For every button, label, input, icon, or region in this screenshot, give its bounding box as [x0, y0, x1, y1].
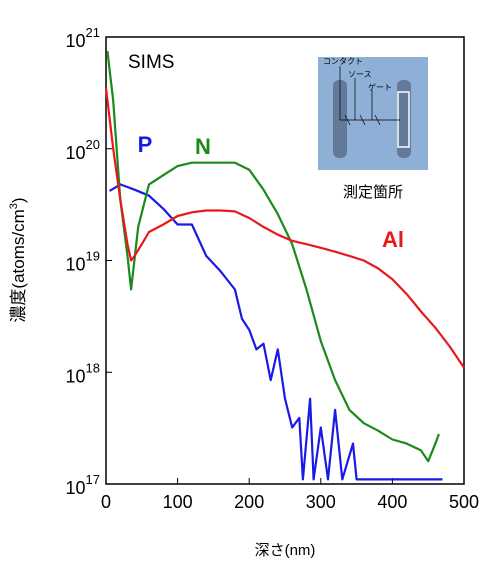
- y-tick-label: 1018: [66, 360, 101, 386]
- y-tick-label: 1019: [66, 249, 101, 275]
- inset-lines: [339, 66, 400, 126]
- series-line: [106, 50, 440, 463]
- y-label-text: ): [9, 197, 28, 203]
- inset-label: ソース: [348, 70, 372, 79]
- inset-box: [397, 91, 410, 148]
- series-line: [104, 87, 465, 369]
- inset-label: コンタクト: [323, 57, 363, 66]
- y-tick-exponent: 17: [86, 472, 100, 487]
- inset-label: ゲート: [368, 82, 392, 92]
- x-tick-label: 0: [101, 492, 111, 512]
- y-tick-base: 10: [66, 255, 86, 275]
- y-tick-base: 10: [66, 143, 86, 163]
- inset-caption: 測定箇所: [343, 184, 403, 201]
- y-tick-base: 10: [66, 31, 86, 51]
- x-tick-label: 100: [163, 492, 193, 512]
- y-tick-exponent: 18: [86, 360, 100, 375]
- y-tick-exponent: 19: [86, 249, 100, 264]
- inset: コンタクト ソース ゲート 測定箇所: [318, 57, 428, 201]
- y-tick-base: 10: [66, 478, 86, 498]
- x-tick-label: 400: [377, 492, 407, 512]
- y-axis-label: 濃度(atoms/cm3): [8, 197, 28, 322]
- series-label: Al: [382, 227, 404, 252]
- x-axis-label: 深さ(nm): [255, 542, 316, 559]
- y-tick-label: 1020: [66, 137, 101, 163]
- y-tick-label: 1017: [66, 472, 101, 498]
- y-tick-exponent: 21: [86, 25, 100, 40]
- x-tick-label: 200: [234, 492, 264, 512]
- y-tick-exponent: 20: [86, 137, 100, 152]
- series-label: N: [195, 134, 211, 159]
- y-tick-base: 10: [66, 366, 86, 386]
- inset-feature: [397, 80, 411, 158]
- x-tick-label: 500: [449, 492, 479, 512]
- y-label-sup: 3: [8, 203, 20, 209]
- y-label-text: 濃度(atoms/cm: [9, 209, 28, 322]
- series-label: P: [138, 132, 153, 157]
- x-tick-label: 300: [306, 492, 336, 512]
- annotation: SIMS: [128, 52, 174, 73]
- y-tick-label: 1021: [66, 25, 101, 51]
